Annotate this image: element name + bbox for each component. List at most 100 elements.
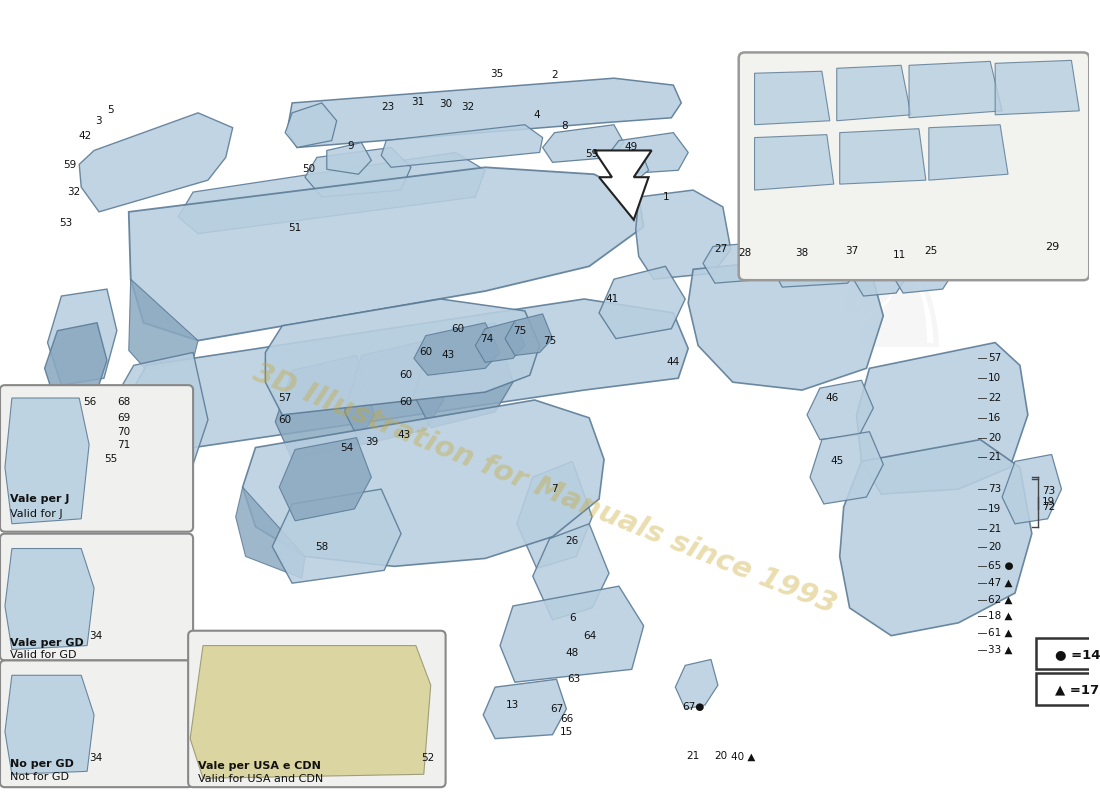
Text: 68: 68 [117,397,130,407]
Text: 35: 35 [491,70,504,79]
Text: 57: 57 [278,393,292,403]
Text: 37: 37 [845,246,858,257]
Text: 62 ▲: 62 ▲ [988,595,1013,605]
Text: 25: 25 [924,246,937,257]
Polygon shape [45,322,107,408]
Text: 72: 72 [1042,502,1055,512]
Text: Valid for GD: Valid for GD [10,650,76,661]
Polygon shape [305,147,411,197]
Text: 15: 15 [560,726,573,737]
FancyBboxPatch shape [0,534,194,661]
Text: 16: 16 [988,413,1001,423]
Text: 67●: 67● [682,702,704,712]
Text: 60: 60 [451,324,464,334]
Text: 32: 32 [67,187,81,197]
Polygon shape [600,266,685,338]
Polygon shape [505,314,552,355]
Text: Vale per USA e CDN: Vale per USA e CDN [198,762,321,771]
Polygon shape [134,299,689,454]
Text: 28: 28 [738,249,751,258]
Text: 48: 48 [565,647,579,658]
Text: 60: 60 [399,397,412,407]
Polygon shape [265,299,540,415]
Text: 43: 43 [441,350,454,361]
Text: 21: 21 [686,751,700,762]
Text: 34: 34 [89,630,102,641]
Text: Vale per GD: Vale per GD [10,638,84,648]
Text: Valid for USA and CDN: Valid for USA and CDN [198,774,323,784]
Text: 74: 74 [481,334,494,344]
Text: 47 ▲: 47 ▲ [988,578,1013,588]
Polygon shape [6,549,95,650]
Polygon shape [500,586,644,682]
Text: 42: 42 [78,130,91,141]
Polygon shape [382,125,542,167]
Text: 18 ▲: 18 ▲ [988,611,1013,621]
Polygon shape [517,462,592,568]
FancyBboxPatch shape [188,630,446,787]
Text: 34: 34 [89,754,102,763]
Text: 40 ▲: 40 ▲ [730,751,756,762]
Polygon shape [689,257,883,390]
Text: 7: 7 [551,484,558,494]
Text: 61 ▲: 61 ▲ [988,628,1013,638]
Polygon shape [275,355,374,459]
Text: 21: 21 [988,453,1001,462]
Text: 60: 60 [399,370,412,380]
Polygon shape [810,432,883,504]
Text: ▲ =17: ▲ =17 [1055,684,1099,697]
Polygon shape [279,438,372,521]
Polygon shape [703,242,778,283]
Polygon shape [190,646,431,778]
Polygon shape [47,289,117,385]
Text: 30: 30 [439,99,452,109]
Text: 33 ▲: 33 ▲ [988,645,1013,654]
Text: 22: 22 [988,393,1001,403]
Text: 10: 10 [988,374,1001,383]
Text: 63: 63 [568,674,581,684]
Text: 56: 56 [84,397,97,407]
Text: 59: 59 [63,160,76,170]
Text: 1: 1 [663,192,670,202]
Text: 53: 53 [58,218,72,228]
Text: 4: 4 [534,110,540,120]
Text: 2: 2 [551,70,558,80]
Text: 43: 43 [397,430,410,440]
FancyBboxPatch shape [0,385,194,532]
Text: 6: 6 [569,613,575,623]
Text: 50: 50 [302,164,316,174]
Polygon shape [273,489,402,583]
Text: 57: 57 [988,354,1001,363]
Text: 45: 45 [830,456,844,466]
Text: 58: 58 [316,542,329,551]
Polygon shape [755,71,829,125]
Text: 59: 59 [585,150,598,159]
Polygon shape [327,142,372,174]
Text: 55: 55 [104,454,118,465]
Text: 23: 23 [382,102,395,112]
Text: 67: 67 [550,704,563,714]
Polygon shape [344,341,443,445]
Text: 60: 60 [419,347,432,358]
Polygon shape [770,242,861,287]
Text: 69: 69 [117,413,130,423]
Polygon shape [807,380,873,440]
Text: 20: 20 [988,542,1001,551]
Polygon shape [6,675,95,774]
Text: No per GD: No per GD [10,759,74,770]
Polygon shape [928,125,1008,180]
Text: 75: 75 [543,335,557,346]
Polygon shape [675,659,718,709]
Text: 41: 41 [605,294,618,304]
Text: Valid for J: Valid for J [10,509,63,519]
Polygon shape [610,153,649,180]
Text: 60: 60 [278,415,292,425]
FancyBboxPatch shape [1036,638,1100,670]
Polygon shape [857,342,1027,494]
FancyBboxPatch shape [739,53,1089,280]
Text: Vale per J: Vale per J [10,494,69,504]
Polygon shape [475,321,525,362]
Text: 3D Illustration for Manuals since 1993: 3D Illustration for Manuals since 1993 [249,358,840,619]
Text: 75: 75 [514,326,527,336]
Text: 65 ●: 65 ● [988,562,1014,571]
